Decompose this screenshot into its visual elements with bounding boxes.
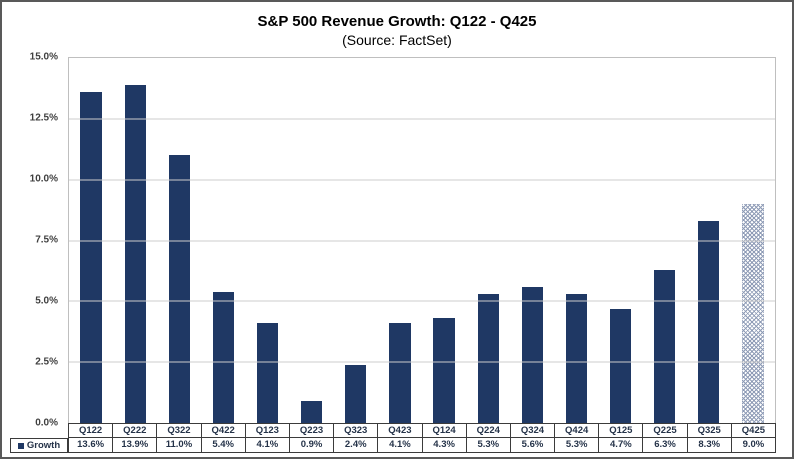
table-label-q323: Q323 bbox=[334, 424, 379, 438]
table-value-q223: 0.9% bbox=[289, 438, 335, 453]
table-label-q122: Q122 bbox=[68, 424, 114, 438]
y-axis-tick: 15.0% bbox=[29, 51, 58, 63]
bar-q425 bbox=[742, 204, 764, 423]
y-axis-tick: 12.5% bbox=[29, 112, 58, 124]
legend-label: Growth bbox=[26, 440, 61, 451]
table-value-q225: 6.3% bbox=[643, 438, 688, 453]
bar-q123 bbox=[256, 323, 279, 423]
table-label-q423: Q423 bbox=[378, 424, 423, 438]
table-label-q225: Q225 bbox=[643, 424, 688, 438]
table-label-q124: Q124 bbox=[422, 424, 467, 438]
bar-q324 bbox=[521, 286, 543, 423]
bar-slot-q124 bbox=[422, 58, 466, 423]
y-axis-tick: 7.5% bbox=[35, 234, 58, 246]
table-value-q125: 4.7% bbox=[599, 438, 644, 453]
table-label-q324: Q324 bbox=[510, 424, 556, 438]
table-value-q122: 13.6% bbox=[68, 438, 114, 453]
bar-q122 bbox=[80, 92, 102, 423]
table-label-q424: Q424 bbox=[555, 424, 600, 438]
table-value-row: 13.6% 13.9% 11.0% 5.4% 4.1% 0.9% 2.4% 4.1% 4.3% 5… bbox=[68, 438, 776, 453]
table-label-q425: Q425 bbox=[731, 424, 776, 438]
bar-slot-q324 bbox=[510, 58, 554, 423]
gridline bbox=[69, 179, 775, 181]
table-label-q223: Q223 bbox=[289, 424, 335, 438]
bar-slot-q225 bbox=[643, 58, 687, 423]
y-axis-tick: 0.0% bbox=[35, 417, 58, 429]
bar-q325 bbox=[698, 221, 720, 423]
bars-layer bbox=[69, 58, 775, 423]
table-label-q322: Q322 bbox=[157, 424, 202, 438]
bar-slot-q424 bbox=[554, 58, 598, 423]
bar-slot-q123 bbox=[246, 58, 290, 423]
gridline bbox=[69, 118, 775, 120]
bar-slot-q323 bbox=[334, 58, 378, 423]
bar-q225 bbox=[654, 269, 676, 423]
bar-q422 bbox=[212, 291, 235, 423]
table-value-q323: 2.4% bbox=[334, 438, 379, 453]
table-value-q422: 5.4% bbox=[201, 438, 246, 453]
bar-q125 bbox=[609, 308, 632, 423]
bar-slot-q322 bbox=[157, 58, 201, 423]
bar-slot-q222 bbox=[113, 58, 157, 423]
gridline bbox=[69, 300, 775, 302]
bar-slot-q422 bbox=[201, 58, 245, 423]
gridline bbox=[69, 361, 775, 363]
table-value-q224: 5.3% bbox=[466, 438, 511, 453]
y-axis-tick: 10.0% bbox=[29, 173, 58, 185]
table-value-q325: 8.3% bbox=[687, 438, 732, 453]
plot-area bbox=[68, 57, 776, 423]
title-block: S&P 500 Revenue Growth: Q122 - Q425 (Sou… bbox=[2, 2, 792, 49]
gridline bbox=[69, 240, 775, 241]
data-table: Q122 Q222 Q322 Q422 Q123 Q223 Q323 Q423 Q124 Q224… bbox=[68, 423, 776, 453]
bar-slot-q423 bbox=[378, 58, 422, 423]
bar-q124 bbox=[433, 318, 455, 423]
y-axis-tick: 5.0% bbox=[35, 295, 58, 307]
bar-slot-q125 bbox=[599, 58, 643, 423]
bar-q423 bbox=[389, 323, 411, 423]
table-label-q123: Q123 bbox=[245, 424, 290, 438]
table-label-row: Q122 Q222 Q322 Q422 Q123 Q223 Q323 Q423 Q124 Q224… bbox=[68, 423, 776, 438]
bar-q323 bbox=[345, 364, 367, 423]
bar-q424 bbox=[565, 294, 588, 423]
bar-q222 bbox=[124, 84, 146, 423]
bar-q223 bbox=[301, 401, 323, 423]
table-value-q124: 4.3% bbox=[422, 438, 467, 453]
y-axis-tick: 2.5% bbox=[35, 356, 58, 368]
table-value-q423: 4.1% bbox=[378, 438, 423, 453]
table-label-q125: Q125 bbox=[599, 424, 644, 438]
bar-slot-q425 bbox=[731, 58, 775, 423]
bar-slot-q224 bbox=[466, 58, 510, 423]
table-label-q422: Q422 bbox=[201, 424, 246, 438]
bar-slot-q325 bbox=[687, 58, 731, 423]
table-label-q325: Q325 bbox=[687, 424, 732, 438]
bar-q322 bbox=[168, 155, 190, 423]
table-value-q123: 4.1% bbox=[245, 438, 290, 453]
y-axis: 15.0% 12.5% 10.0% 7.5% 5.0% 2.5% 0.0% bbox=[2, 52, 64, 429]
table-value-q222: 13.9% bbox=[113, 438, 158, 453]
bar-slot-q223 bbox=[290, 58, 334, 423]
chart-subtitle: (Source: FactSet) bbox=[342, 32, 452, 48]
table-value-q324: 5.6% bbox=[510, 438, 556, 453]
bar-q224 bbox=[477, 294, 499, 423]
bar-slot-q122 bbox=[69, 58, 113, 423]
table-label-q222: Q222 bbox=[113, 424, 158, 438]
table-value-q322: 11.0% bbox=[157, 438, 202, 453]
table-value-q425: 9.0% bbox=[731, 438, 776, 453]
legend: Growth bbox=[10, 438, 68, 453]
table-label-q224: Q224 bbox=[466, 424, 511, 438]
chart-title: S&P 500 Revenue Growth: Q122 - Q425 bbox=[257, 13, 537, 30]
chart-area: Q122 Q222 Q322 Q422 Q123 Q223 Q323 Q423 Q124 Q224… bbox=[10, 57, 776, 453]
legend-marker-icon bbox=[17, 442, 24, 449]
table-value-q424: 5.3% bbox=[555, 438, 600, 453]
